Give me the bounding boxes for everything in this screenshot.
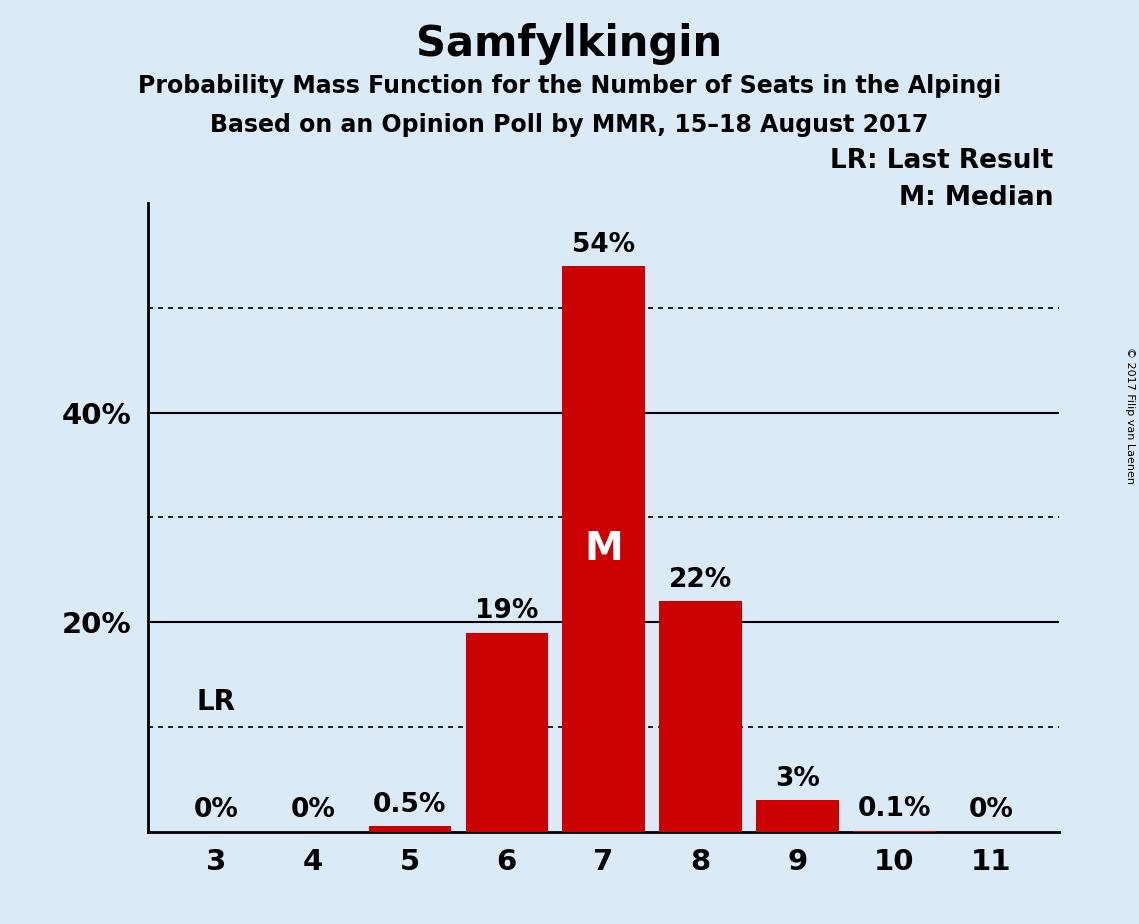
Text: 3%: 3% bbox=[776, 766, 820, 792]
Text: 0%: 0% bbox=[290, 797, 335, 823]
Bar bbox=[756, 800, 838, 832]
Text: 0%: 0% bbox=[194, 797, 238, 823]
Text: LR: LR bbox=[196, 688, 236, 716]
Text: 22%: 22% bbox=[669, 566, 732, 593]
Text: 19%: 19% bbox=[475, 598, 539, 625]
Text: Probability Mass Function for the Number of Seats in the Alpingi: Probability Mass Function for the Number… bbox=[138, 74, 1001, 98]
Bar bbox=[369, 826, 451, 832]
Text: 54%: 54% bbox=[572, 232, 636, 258]
Text: LR: Last Result: LR: Last Result bbox=[830, 148, 1054, 174]
Bar bbox=[659, 602, 741, 832]
Text: M: M bbox=[584, 529, 623, 568]
Text: Based on an Opinion Poll by MMR, 15–18 August 2017: Based on an Opinion Poll by MMR, 15–18 A… bbox=[211, 113, 928, 137]
Text: © 2017 Filip van Laenen: © 2017 Filip van Laenen bbox=[1125, 347, 1134, 484]
Text: M: Median: M: Median bbox=[899, 185, 1054, 211]
Text: 0%: 0% bbox=[969, 797, 1014, 823]
Bar bbox=[466, 633, 548, 832]
Bar bbox=[853, 831, 935, 832]
Text: 0.1%: 0.1% bbox=[858, 796, 932, 822]
Text: Samfylkingin: Samfylkingin bbox=[417, 23, 722, 65]
Text: 0.5%: 0.5% bbox=[374, 792, 446, 818]
Bar bbox=[563, 266, 645, 832]
